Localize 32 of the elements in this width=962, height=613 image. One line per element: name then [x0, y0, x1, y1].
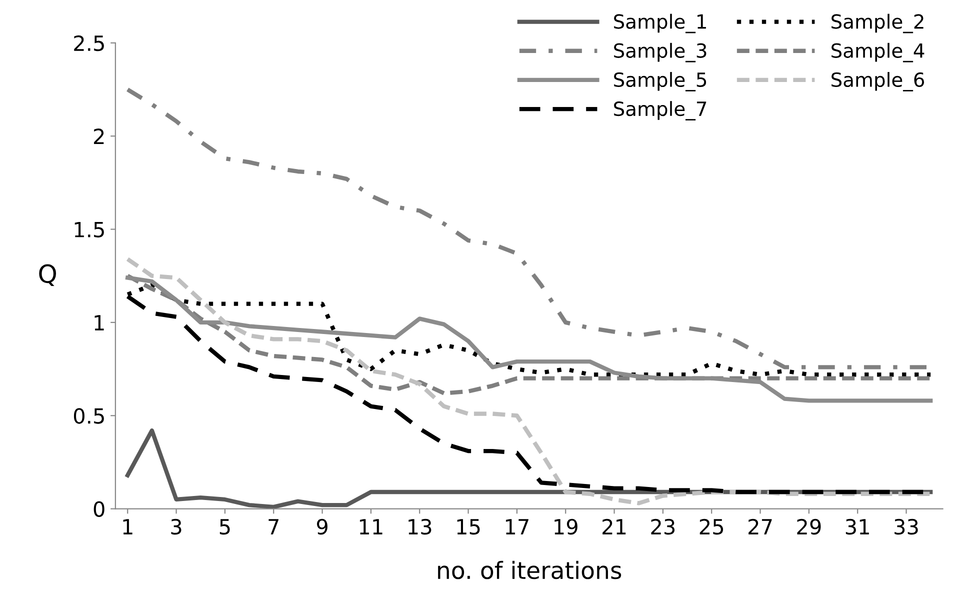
- y-tick-label: 0: [94, 501, 104, 517]
- legend-label: Sample_4: [832, 42, 924, 62]
- x-axis-title: no. of iterations: [438, 560, 622, 580]
- y-axis-title: Q: [39, 264, 56, 286]
- x-tick-label: 11: [360, 519, 382, 534]
- x-tick-label: 25: [700, 518, 724, 535]
- legend-label: Sample_6: [832, 72, 924, 92]
- legend-label: Sample_3: [614, 42, 706, 62]
- legend-label: Sample_1: [614, 14, 706, 34]
- x-tick-label: 17: [506, 519, 528, 534]
- x-tick-label: 13: [408, 518, 432, 535]
- y-tick-label: 1.5: [74, 222, 104, 238]
- x-tick-label: 15: [457, 519, 480, 535]
- y-tick-label: 1: [94, 315, 104, 330]
- x-tick-label: 27: [748, 518, 772, 534]
- x-tick-label: 33: [894, 518, 918, 535]
- y-tick-label: 2.5: [74, 35, 104, 52]
- x-tick-label: 3: [171, 518, 182, 535]
- legend-label: Sample_7: [614, 101, 706, 120]
- legend-label: Sample_5: [614, 72, 706, 92]
- legend-label: Sample_2: [832, 14, 924, 34]
- x-tick-label: 29: [797, 518, 821, 535]
- x-tick-label: 21: [602, 518, 626, 534]
- x-tick-label: 5: [220, 519, 230, 535]
- x-tick-label: 9: [316, 518, 328, 535]
- y-tick-label: 0.5: [74, 408, 104, 424]
- x-tick-label: 1: [123, 519, 132, 534]
- x-tick-label: 31: [846, 518, 869, 535]
- x-tick-label: 23: [651, 518, 675, 535]
- y-tick-label: 2: [94, 128, 104, 144]
- x-tick-label: 19: [554, 518, 578, 535]
- x-tick-label: 7: [268, 519, 278, 534]
